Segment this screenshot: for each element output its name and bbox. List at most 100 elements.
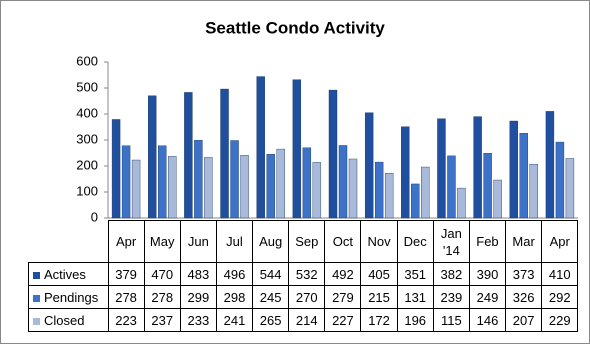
table-value: 298 — [215, 285, 254, 309]
x-tick-label: Jan '14 — [432, 220, 470, 263]
table-value: 115 — [432, 308, 470, 332]
bar — [148, 95, 157, 219]
table-value: 215 — [360, 285, 398, 309]
bar — [364, 112, 374, 219]
table-value: 470 — [143, 262, 181, 286]
legend-key — [33, 317, 40, 325]
bar — [509, 120, 518, 219]
x-tick-label: Aug — [252, 220, 290, 263]
table-value: 278 — [107, 285, 145, 309]
bar — [457, 187, 466, 219]
y-tick-label: 500 — [76, 79, 98, 94]
bar — [374, 161, 384, 219]
x-tick-label: Sep — [288, 220, 326, 263]
legend-key — [33, 294, 40, 302]
table-value: 227 — [324, 308, 362, 332]
x-tick-label: Mar — [505, 220, 543, 263]
bar — [483, 153, 492, 219]
table-value: 245 — [252, 285, 290, 309]
chart-title: Seattle Condo Activity — [205, 18, 385, 37]
table-value: 292 — [541, 285, 579, 309]
x-tick-label: May — [143, 220, 181, 263]
x-tick-label: Nov — [360, 220, 398, 263]
bar — [121, 145, 131, 219]
x-tick-label: Apr — [107, 220, 145, 263]
legend-label: Pendings — [44, 289, 99, 305]
bar — [493, 179, 502, 219]
y-tick-label: 200 — [76, 157, 98, 172]
y-tick-label: 400 — [76, 105, 98, 120]
bar — [276, 148, 285, 219]
y-tick-label: 600 — [76, 53, 98, 68]
table-value: 532 — [288, 262, 326, 286]
table-value: 237 — [143, 308, 181, 332]
bar — [328, 89, 338, 219]
bar — [266, 154, 275, 219]
bar — [220, 88, 229, 219]
bar — [401, 126, 410, 219]
bar — [348, 158, 358, 219]
bar — [519, 133, 528, 219]
bar — [555, 141, 565, 219]
table-row: Actives 379 470 483 496 544 532 492 405 351 382 390… — [28, 262, 579, 286]
x-tick-label: Feb — [468, 220, 507, 263]
bar — [312, 162, 322, 219]
bar — [240, 155, 249, 219]
table-row: Closed 223 237 233 241 265 214 227 172 196 115 146 2… — [28, 308, 579, 332]
table-value: 278 — [143, 285, 181, 309]
table-value: 207 — [505, 308, 543, 332]
table-value: 214 — [288, 308, 326, 332]
table-value: 239 — [432, 285, 470, 309]
legend-entry: Actives — [28, 262, 109, 286]
bar — [473, 116, 482, 219]
table-value: 373 — [505, 262, 543, 286]
table-value: 229 — [541, 308, 579, 332]
table-value: 233 — [179, 308, 217, 332]
table-row: Pendings 278 278 299 298 245 270 279 215 131 239 24… — [28, 285, 579, 309]
bar — [529, 163, 538, 219]
bar — [230, 140, 239, 219]
legend-label: Actives — [44, 266, 86, 282]
bar — [184, 92, 193, 219]
table-value: 270 — [288, 285, 326, 309]
bar — [158, 145, 167, 219]
x-tick-label: Dec — [396, 220, 434, 263]
table-corner — [28, 220, 109, 263]
table-value: 326 — [505, 285, 543, 309]
bar — [204, 157, 213, 219]
bar — [545, 111, 555, 219]
bar — [384, 173, 394, 219]
table-value: 241 — [215, 308, 254, 332]
bar — [302, 147, 312, 219]
table-value: 483 — [179, 262, 217, 286]
legend-key — [33, 271, 40, 279]
bar — [565, 158, 575, 219]
table-value: 299 — [179, 285, 217, 309]
table-value: 196 — [396, 308, 434, 332]
table-value: 496 — [215, 262, 254, 286]
table-value: 279 — [324, 285, 362, 309]
legend-label: Closed — [44, 312, 85, 328]
table-value: 249 — [468, 285, 507, 309]
bar — [256, 76, 265, 219]
bar — [411, 183, 420, 219]
table-value: 379 — [107, 262, 145, 286]
x-tick-label: Oct — [324, 220, 362, 263]
y-tick-label: 0 — [91, 209, 98, 224]
table-value: 265 — [252, 308, 290, 332]
bar — [194, 140, 203, 219]
table-value: 382 — [432, 262, 470, 286]
x-tick-label: Jun — [179, 220, 217, 263]
bar — [437, 118, 446, 219]
table-header-row: Apr May Jun Jul Aug Sep Oct Nov Dec Jan '14 Feb Mar… — [28, 220, 579, 263]
table-value: 405 — [360, 262, 398, 286]
bar — [131, 159, 141, 219]
x-tick-label: Jul — [215, 220, 254, 263]
legend-entry: Pendings — [28, 285, 109, 309]
bar — [168, 156, 177, 219]
bar — [338, 145, 348, 219]
y-tick-label: 100 — [76, 183, 98, 198]
bar — [447, 155, 456, 219]
